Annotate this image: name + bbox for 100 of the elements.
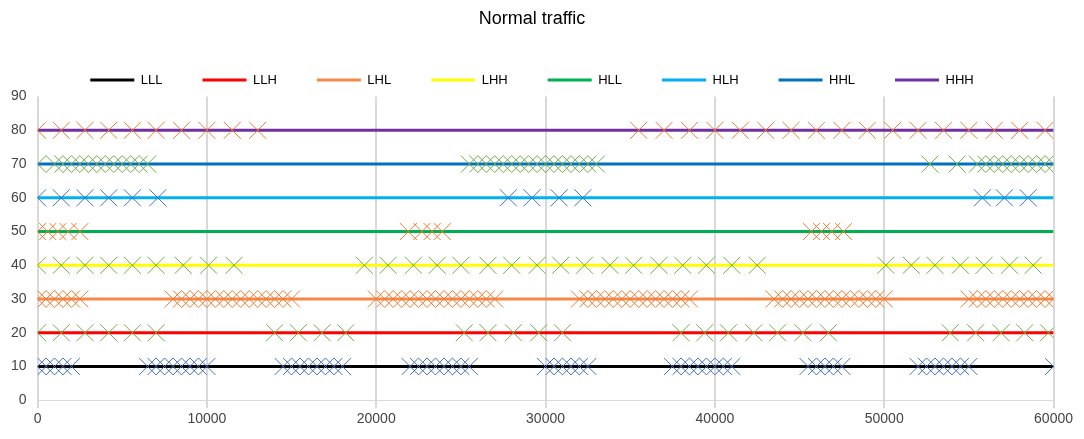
point — [180, 357, 199, 376]
point — [62, 155, 81, 174]
point — [76, 256, 94, 275]
point — [428, 256, 447, 275]
point — [148, 188, 167, 207]
point — [719, 323, 738, 342]
point — [959, 121, 978, 140]
y-tick-label: 50 — [10, 222, 27, 239]
point — [744, 323, 763, 342]
point — [504, 323, 523, 342]
point — [291, 357, 310, 376]
point — [189, 357, 208, 376]
point — [52, 256, 71, 275]
point — [248, 121, 267, 140]
point — [147, 323, 166, 342]
point — [59, 222, 78, 241]
point — [48, 222, 67, 241]
point — [578, 357, 597, 376]
point — [909, 357, 928, 376]
point — [479, 323, 497, 342]
point — [966, 323, 985, 342]
y-tick-label: 30 — [10, 289, 27, 306]
point — [553, 357, 572, 376]
legend-label: HHH — [945, 71, 974, 87]
point — [782, 121, 801, 140]
point — [307, 357, 326, 376]
point — [756, 121, 775, 140]
point — [600, 256, 619, 275]
point — [858, 121, 877, 140]
point — [697, 357, 716, 376]
point — [629, 121, 648, 140]
point — [573, 188, 592, 207]
point — [561, 357, 580, 376]
point — [948, 155, 966, 174]
chart-title: Normal traffic — [478, 7, 586, 28]
legend-label: LLH — [252, 71, 277, 87]
x-tick-label: 20000 — [356, 410, 396, 427]
point — [934, 121, 953, 140]
point — [225, 256, 243, 275]
point — [223, 121, 242, 140]
point — [663, 357, 682, 376]
point — [130, 155, 149, 174]
point — [123, 256, 142, 275]
point — [52, 323, 71, 342]
point — [443, 357, 462, 376]
point — [451, 256, 470, 275]
point — [695, 323, 714, 342]
point — [99, 256, 118, 275]
point — [455, 323, 474, 342]
point — [819, 323, 838, 342]
point — [123, 188, 142, 207]
point — [807, 121, 826, 140]
point — [672, 357, 690, 376]
point — [412, 222, 431, 241]
legend-label: LLL — [140, 71, 163, 87]
point — [379, 256, 398, 275]
point — [433, 222, 452, 241]
point — [502, 256, 521, 275]
point — [324, 357, 343, 376]
point — [434, 357, 453, 376]
point — [299, 357, 318, 376]
point — [1010, 155, 1029, 174]
point — [164, 357, 183, 376]
point — [147, 121, 166, 140]
point — [468, 155, 487, 174]
point — [920, 155, 939, 174]
point — [815, 357, 834, 376]
point — [121, 155, 140, 174]
point — [876, 256, 895, 275]
point — [316, 357, 335, 376]
point — [995, 188, 1014, 207]
point — [722, 357, 741, 376]
point — [523, 188, 541, 207]
point — [973, 188, 992, 207]
point — [499, 188, 518, 207]
point — [799, 357, 817, 376]
point — [79, 155, 98, 174]
point — [113, 155, 132, 174]
point — [714, 357, 733, 376]
y-tick-label: 0 — [18, 391, 27, 408]
point — [477, 155, 496, 174]
point — [705, 357, 724, 376]
point — [409, 357, 428, 376]
point — [722, 256, 741, 275]
y-tick-label: 10 — [10, 357, 27, 374]
point — [479, 256, 497, 275]
point — [138, 155, 157, 174]
point — [45, 155, 64, 174]
point — [917, 357, 936, 376]
point — [1002, 155, 1021, 174]
point — [976, 155, 995, 174]
y-tick-label: 20 — [10, 323, 27, 340]
point — [511, 155, 530, 174]
point — [942, 357, 961, 376]
point — [550, 188, 569, 207]
point — [197, 357, 216, 376]
point — [832, 357, 851, 376]
point — [87, 155, 106, 174]
point — [768, 323, 787, 342]
point — [697, 256, 716, 275]
